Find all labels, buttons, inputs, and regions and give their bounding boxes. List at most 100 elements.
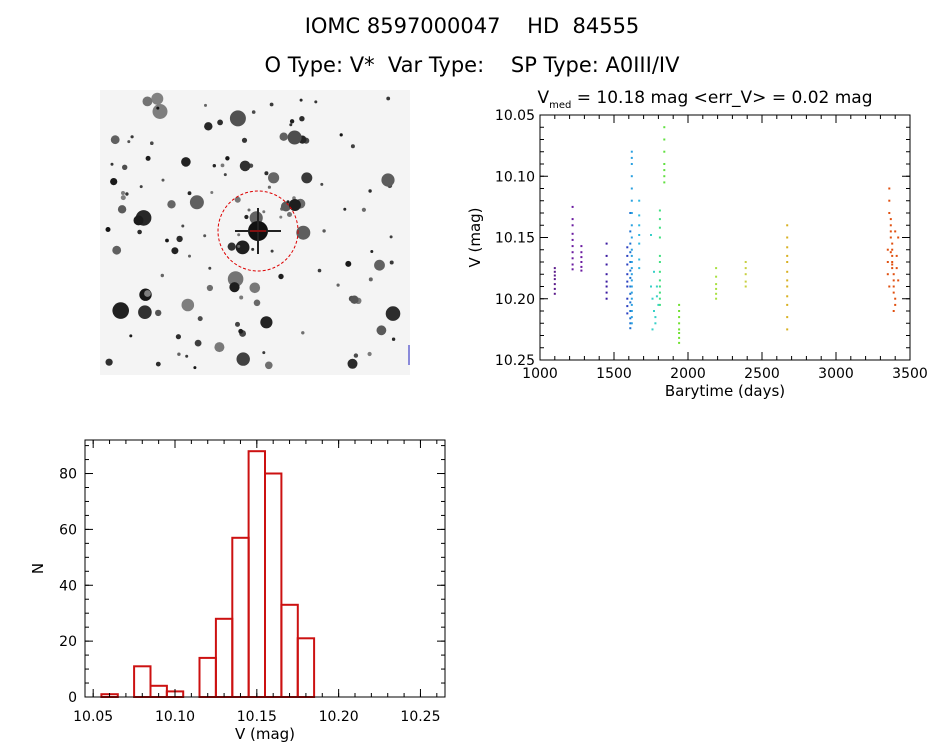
lc-point: [663, 163, 666, 165]
sky-star: [237, 233, 241, 237]
sky-star: [167, 200, 176, 209]
sky-star: [385, 306, 401, 321]
sky-star: [350, 144, 355, 149]
hist-y-tick-label: 20: [59, 634, 77, 650]
lc-point: [626, 285, 629, 288]
sky-star: [142, 96, 153, 107]
lc-point: [630, 316, 633, 319]
sky-star: [181, 224, 185, 228]
lc-x-axis-label: Barytime (days): [665, 382, 785, 400]
lc-point: [744, 261, 747, 263]
lc-point: [894, 303, 897, 306]
lc-point: [630, 212, 633, 214]
lc-point: [663, 150, 666, 153]
lc-point: [630, 175, 633, 178]
lc-point: [629, 285, 632, 288]
lc-point: [580, 256, 583, 259]
lc-point: [658, 261, 661, 263]
lc-point: [553, 278, 556, 281]
sky-star: [262, 351, 266, 355]
sky-star: [235, 240, 250, 255]
sky-star: [122, 164, 128, 170]
sky-star: [269, 102, 274, 107]
lc-point: [889, 236, 892, 239]
lc-point: [605, 242, 608, 245]
lc-point: [626, 273, 629, 276]
lc-point: [630, 236, 633, 239]
lc-point: [629, 301, 632, 304]
lc-point: [895, 267, 898, 270]
lc-point: [678, 328, 681, 331]
lc-point: [629, 230, 632, 233]
sky-star: [110, 162, 114, 166]
lc-point: [630, 248, 633, 251]
hist-x-axis-label: V (mag): [235, 725, 295, 743]
hist-y-axis-label: N: [29, 563, 47, 574]
lc-point: [894, 297, 897, 300]
lc-x-tick-label: 1500: [596, 366, 632, 382]
lc-point: [786, 316, 789, 319]
lc-point: [650, 285, 652, 288]
sky-star: [237, 244, 241, 248]
sky-star: [280, 201, 291, 212]
lc-point: [638, 224, 641, 227]
hist-bar: [296, 637, 316, 699]
sky-star: [176, 235, 183, 243]
sky-star: [214, 342, 225, 353]
sky-star: [279, 132, 288, 141]
lc-point: [786, 236, 789, 239]
lc-point: [658, 218, 661, 221]
lc-point: [888, 212, 891, 214]
sky-star: [289, 123, 293, 127]
lc-point: [654, 316, 657, 319]
sky-star: [137, 229, 142, 235]
lc-point: [655, 285, 658, 288]
sky-star: [204, 122, 213, 131]
sky-star: [117, 205, 127, 214]
sky-star: [175, 334, 181, 340]
sky-star: [238, 328, 244, 334]
sky-star: [268, 172, 280, 184]
sky-star: [367, 351, 372, 357]
sky-star: [227, 242, 236, 251]
sky-star: [208, 266, 212, 270]
lc-point: [638, 242, 641, 245]
sky-star: [227, 271, 244, 287]
lc-point: [888, 285, 891, 288]
lc-point: [744, 280, 747, 283]
sky-star: [225, 156, 230, 161]
sky-star: [235, 321, 240, 327]
sky-finder-image: [100, 90, 410, 375]
lc-point: [678, 332, 681, 334]
lc-point: [891, 267, 894, 270]
lc-point: [638, 258, 641, 261]
lc-point: [658, 254, 661, 257]
lc-point: [786, 295, 789, 298]
lc-point: [580, 261, 583, 263]
lc-point: [891, 242, 894, 245]
lc-point: [630, 156, 633, 159]
sky-star: [253, 299, 261, 307]
lc-point: [658, 209, 661, 212]
sky-star: [314, 100, 318, 104]
lc-point: [658, 236, 661, 239]
lc-point: [626, 280, 629, 283]
lc-point: [605, 285, 608, 288]
lc-point: [630, 163, 633, 165]
sky-star: [320, 182, 324, 186]
lc-point: [744, 285, 747, 288]
lc-point: [654, 322, 657, 325]
lc-point: [886, 273, 889, 276]
sky-star: [121, 191, 125, 195]
sky-star: [391, 337, 396, 341]
lc-point: [629, 317, 632, 320]
lc-point: [888, 199, 891, 202]
sky-star: [181, 157, 191, 167]
lc-point: [889, 251, 892, 254]
sky-star: [197, 316, 203, 322]
lc-point: [891, 248, 894, 251]
sky-star: [125, 192, 129, 196]
hist-x-tick-label: 10.15: [237, 709, 277, 725]
sky-star: [251, 110, 256, 114]
lc-point: [626, 305, 629, 308]
